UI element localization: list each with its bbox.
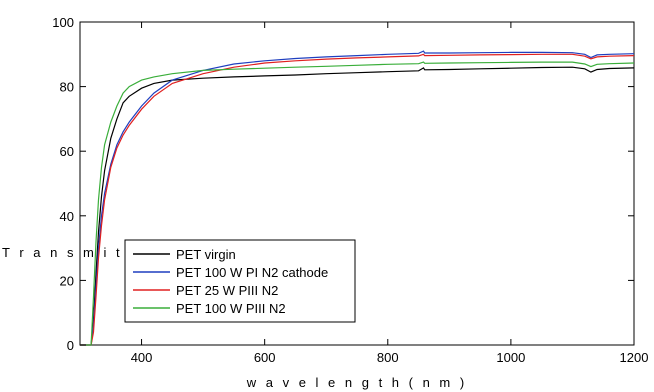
y-tick-label: 40: [60, 209, 74, 224]
x-tick-label: 800: [377, 350, 399, 365]
legend-label-3: PET 25 W PIII N2: [176, 283, 278, 298]
legend: PET virgin PET 100 W PI N2 cathode PET 25 …: [124, 239, 356, 323]
axis-ticks: 400 600 800 1000 1200 0 20 40 60 80 100: [52, 15, 648, 365]
x-tick-label: 1000: [496, 350, 525, 365]
y-tick-label: 20: [60, 273, 74, 288]
legend-label-2: PET 100 W PI N2 cathode: [176, 265, 328, 280]
x-tick-label: 600: [254, 350, 276, 365]
x-axis-title: w a v e l e n g t h ( n m ): [246, 375, 467, 390]
series-line-2: [80, 50, 635, 346]
y-tick-label: 100: [52, 15, 74, 30]
y-tick-label: 60: [60, 144, 74, 159]
series-line-3: [80, 53, 635, 346]
series-lines: [80, 50, 635, 346]
x-tick-label: 1200: [620, 350, 649, 365]
series-line-4: [80, 61, 635, 346]
y-axis-title: T r a n s m i t t a: [2, 245, 153, 260]
y-tick-label: 0: [67, 338, 74, 353]
legend-label-1: PET virgin: [176, 247, 236, 262]
legend-label-4: PET 100 W PIII N2: [176, 301, 286, 316]
x-tick-label: 400: [131, 350, 153, 365]
y-tick-label: 80: [60, 80, 74, 95]
series-line-1: [80, 66, 635, 346]
